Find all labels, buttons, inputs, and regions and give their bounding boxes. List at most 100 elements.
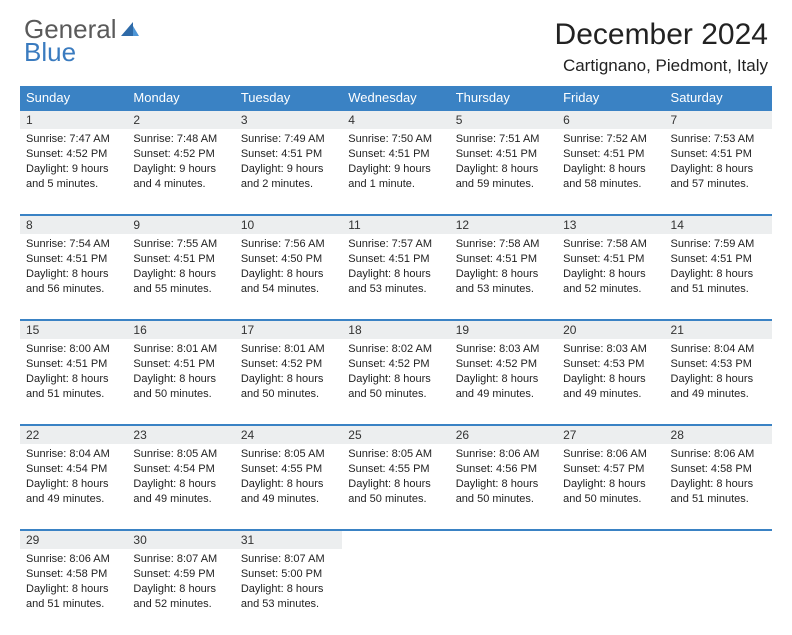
- sunset-text: Sunset: 4:52 PM: [26, 147, 121, 162]
- day-body-row: Sunrise: 8:04 AMSunset: 4:54 PM Daylight:…: [20, 444, 772, 530]
- logo-text: General Blue: [24, 18, 141, 65]
- sunset-text: Sunset: 4:51 PM: [26, 357, 121, 372]
- sunset-text: Sunset: 4:52 PM: [348, 357, 443, 372]
- day-cell: Sunrise: 7:50 AMSunset: 4:51 PMDaylight:…: [342, 129, 449, 215]
- day-number-cell: 10: [235, 215, 342, 234]
- weekday-header: Tuesday: [235, 86, 342, 110]
- daynum-row: 891011121314: [20, 215, 772, 234]
- weekday-header: Saturday: [665, 86, 772, 110]
- weekday-header: Friday: [557, 86, 664, 110]
- day-cell: Sunrise: 7:53 AMSunset: 4:51 PMDaylight:…: [665, 129, 772, 215]
- daylight-text: Daylight: 8 hours and 52 minutes.: [563, 267, 658, 297]
- sunset-text: Sunset: 4:51 PM: [456, 252, 551, 267]
- day-number-cell: 19: [450, 320, 557, 339]
- day-body-row: Sunrise: 7:47 AMSunset: 4:52 PM Daylight:…: [20, 129, 772, 215]
- day-number-cell: 28: [665, 425, 772, 444]
- sunrise-text: Sunrise: 7:48 AM: [133, 132, 228, 147]
- daylight-text: Daylight: 8 hours and 49 minutes.: [241, 477, 336, 507]
- day-cell: Sunrise: 7:55 AMSunset: 4:51 PMDaylight:…: [127, 234, 234, 320]
- daylight-text: Daylight: 8 hours and 56 minutes.: [26, 267, 121, 297]
- day-number-cell: [342, 530, 449, 549]
- daynum-row: 293031: [20, 530, 772, 549]
- day-number-cell: 29: [20, 530, 127, 549]
- day-cell: Sunrise: 8:05 AMSunset: 4:54 PMDaylight:…: [127, 444, 234, 530]
- day-number-cell: 23: [127, 425, 234, 444]
- logo: General Blue: [24, 18, 141, 65]
- sunset-text: Sunset: 4:53 PM: [563, 357, 658, 372]
- day-number-cell: 30: [127, 530, 234, 549]
- daylight-text: Daylight: 8 hours and 50 minutes.: [563, 477, 658, 507]
- day-number-cell: 3: [235, 110, 342, 129]
- day-cell: Sunrise: 7:49 AMSunset: 4:51 PMDaylight:…: [235, 129, 342, 215]
- day-cell: Sunrise: 7:48 AMSunset: 4:52 PMDaylight:…: [127, 129, 234, 215]
- day-number-cell: 22: [20, 425, 127, 444]
- sunrise-text: Sunrise: 7:55 AM: [133, 237, 228, 252]
- sunrise-text: Sunrise: 7:57 AM: [348, 237, 443, 252]
- weekday-header: Thursday: [450, 86, 557, 110]
- sunset-text: Sunset: 4:50 PM: [241, 252, 336, 267]
- day-cell: Sunrise: 7:59 AMSunset: 4:51 PMDaylight:…: [665, 234, 772, 320]
- day-number-cell: 13: [557, 215, 664, 234]
- daylight-text: Daylight: 8 hours and 52 minutes.: [133, 582, 228, 612]
- day-number-cell: 9: [127, 215, 234, 234]
- day-cell: Sunrise: 7:58 AMSunset: 4:51 PMDaylight:…: [450, 234, 557, 320]
- day-number-cell: 5: [450, 110, 557, 129]
- daylight-text: Daylight: 8 hours and 58 minutes.: [563, 162, 658, 192]
- daylight-text: Daylight: 8 hours and 59 minutes.: [456, 162, 551, 192]
- sunset-text: Sunset: 4:51 PM: [671, 147, 766, 162]
- sunrise-text: Sunrise: 7:51 AM: [456, 132, 551, 147]
- logo-sail-icon: [119, 18, 141, 41]
- weekday-header-row: Sunday Monday Tuesday Wednesday Thursday…: [20, 86, 772, 110]
- sunrise-text: Sunrise: 8:05 AM: [133, 447, 228, 462]
- sunset-text: Sunset: 4:51 PM: [671, 252, 766, 267]
- day-cell: Sunrise: 8:07 AMSunset: 4:59 PMDaylight:…: [127, 549, 234, 635]
- logo-word-blue: Blue: [24, 37, 76, 67]
- sunrise-text: Sunrise: 8:04 AM: [671, 342, 766, 357]
- sunset-text: Sunset: 4:53 PM: [671, 357, 766, 372]
- day-number-cell: 27: [557, 425, 664, 444]
- sunset-text: Sunset: 4:52 PM: [456, 357, 551, 372]
- sunrise-text: Sunrise: 8:04 AM: [26, 447, 121, 462]
- calendar-table: Sunday Monday Tuesday Wednesday Thursday…: [20, 86, 772, 635]
- sunset-text: Sunset: 4:51 PM: [456, 147, 551, 162]
- day-number-cell: 15: [20, 320, 127, 339]
- sunset-text: Sunset: 4:54 PM: [26, 462, 121, 477]
- sunrise-text: Sunrise: 8:07 AM: [241, 552, 336, 567]
- daylight-text: Daylight: 8 hours and 53 minutes.: [456, 267, 551, 297]
- daylight-text: Daylight: 8 hours and 49 minutes.: [671, 372, 766, 402]
- daylight-text: Daylight: 8 hours and 50 minutes.: [133, 372, 228, 402]
- day-number-cell: 31: [235, 530, 342, 549]
- day-body-row: Sunrise: 7:54 AMSunset: 4:51 PMDaylight:…: [20, 234, 772, 320]
- sunrise-text: Sunrise: 7:53 AM: [671, 132, 766, 147]
- day-cell: Sunrise: 7:57 AMSunset: 4:51 PMDaylight:…: [342, 234, 449, 320]
- daylight-text: Daylight: 8 hours and 54 minutes.: [241, 267, 336, 297]
- weekday-header: Monday: [127, 86, 234, 110]
- day-number-cell: [665, 530, 772, 549]
- sunrise-text: Sunrise: 8:01 AM: [133, 342, 228, 357]
- daylight-text: Daylight: 8 hours and 57 minutes.: [671, 162, 766, 192]
- day-cell: [557, 549, 664, 635]
- sunrise-text: Sunrise: 7:50 AM: [348, 132, 443, 147]
- day-number-cell: [557, 530, 664, 549]
- day-cell: Sunrise: 8:06 AMSunset: 4:56 PMDaylight:…: [450, 444, 557, 530]
- sunrise-text: Sunrise: 7:47 AM: [26, 132, 121, 147]
- daylight-text: Daylight: 8 hours and 50 minutes.: [348, 372, 443, 402]
- sunrise-text: Sunrise: 8:06 AM: [456, 447, 551, 462]
- sunrise-text: Sunrise: 8:01 AM: [241, 342, 336, 357]
- sunrise-text: Sunrise: 8:03 AM: [456, 342, 551, 357]
- daylight-text: Daylight: 8 hours and 51 minutes.: [671, 477, 766, 507]
- sunset-text: Sunset: 4:51 PM: [241, 147, 336, 162]
- daylight-text: Daylight: 9 hours and 4 minutes.: [133, 162, 228, 192]
- daylight-text: Daylight: 8 hours and 51 minutes.: [671, 267, 766, 297]
- day-number-cell: 1: [20, 110, 127, 129]
- daylight-text: Daylight: 8 hours and 55 minutes.: [133, 267, 228, 297]
- day-cell: Sunrise: 8:07 AMSunset: 5:00 PMDaylight:…: [235, 549, 342, 635]
- day-cell: Sunrise: 7:47 AMSunset: 4:52 PMDaylight:…: [20, 129, 127, 215]
- sunrise-text: Sunrise: 7:56 AM: [241, 237, 336, 252]
- sunrise-text: Sunrise: 8:07 AM: [133, 552, 228, 567]
- day-number-cell: 25: [342, 425, 449, 444]
- sunrise-text: Sunrise: 7:58 AM: [563, 237, 658, 252]
- daylight-text: Daylight: 8 hours and 50 minutes.: [348, 477, 443, 507]
- weekday-header: Sunday: [20, 86, 127, 110]
- sunset-text: Sunset: 4:56 PM: [456, 462, 551, 477]
